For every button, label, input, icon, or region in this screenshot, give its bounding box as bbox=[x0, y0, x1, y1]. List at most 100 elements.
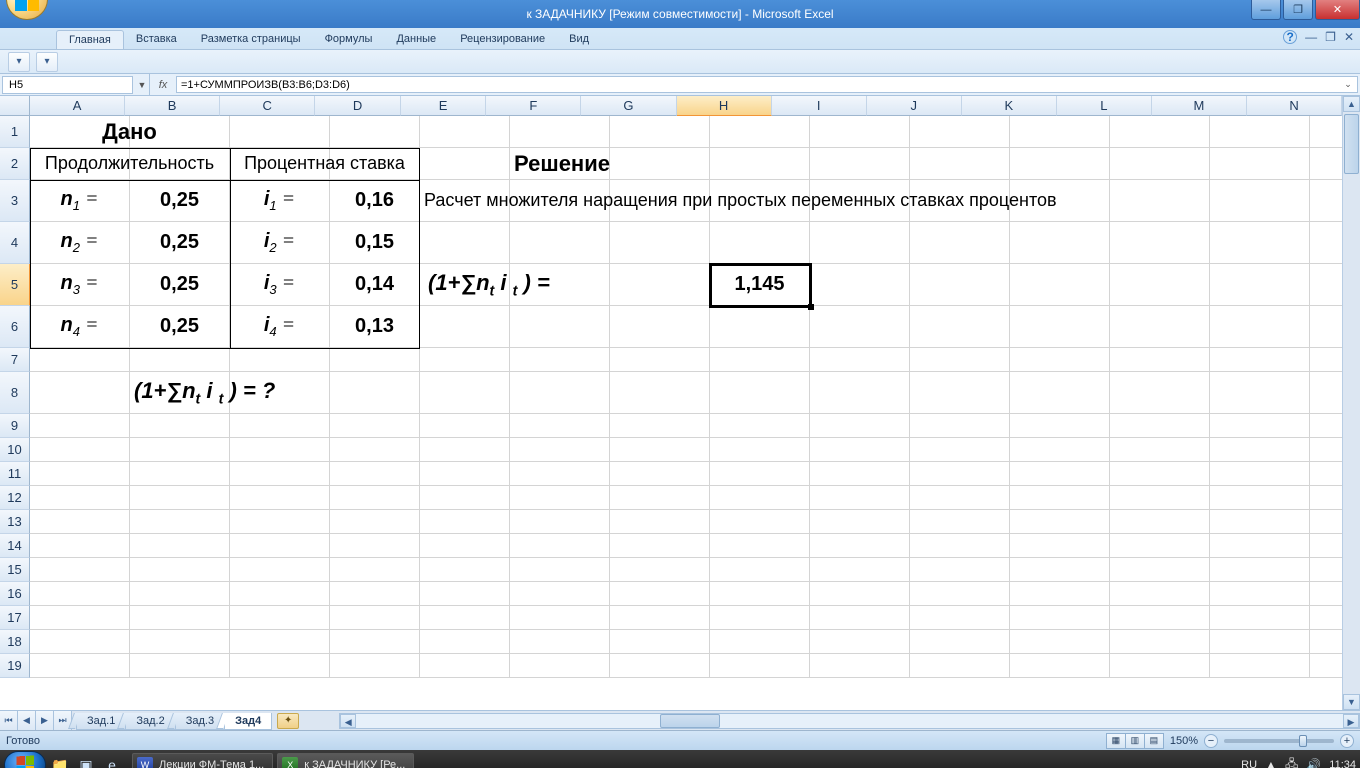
ribbon-tab-главная[interactable]: Главная bbox=[56, 30, 124, 49]
sheet-nav-prev[interactable]: ◀ bbox=[18, 711, 36, 730]
cell-n-label-2: n2 = bbox=[30, 222, 130, 264]
row-header-16[interactable]: 16 bbox=[0, 582, 30, 606]
view-normal-button[interactable]: ▦ bbox=[1106, 733, 1126, 749]
row-header-3[interactable]: 3 bbox=[0, 180, 30, 222]
row-header-19[interactable]: 19 bbox=[0, 654, 30, 678]
row-header-4[interactable]: 4 bbox=[0, 222, 30, 264]
tray-flag-icon[interactable]: ▲ bbox=[1265, 758, 1277, 768]
formula-expand-icon[interactable]: ⌄ bbox=[1341, 79, 1355, 93]
taskbar-ie-icon[interactable]: e bbox=[100, 753, 124, 768]
tray-volume-icon[interactable]: 🔊 bbox=[1306, 758, 1321, 768]
row-header-7[interactable]: 7 bbox=[0, 348, 30, 372]
zoom-level[interactable]: 150% bbox=[1170, 735, 1198, 747]
column-header-A[interactable]: A bbox=[30, 96, 125, 116]
column-header-G[interactable]: G bbox=[581, 96, 676, 116]
formula-bar-row: H5 ▼ fx =1+СУММПРОИЗВ(B3:B6;D3:D6) ⌄ bbox=[0, 74, 1360, 96]
column-header-N[interactable]: N bbox=[1247, 96, 1342, 116]
view-layout-button[interactable]: ▥ bbox=[1125, 733, 1145, 749]
doc-minimize-button[interactable]: — bbox=[1305, 30, 1317, 44]
office-button[interactable] bbox=[6, 0, 48, 20]
ribbon-tab-вид[interactable]: Вид bbox=[557, 30, 601, 49]
column-header-B[interactable]: B bbox=[125, 96, 220, 116]
gridcell bbox=[230, 630, 330, 654]
row-header-14[interactable]: 14 bbox=[0, 534, 30, 558]
taskbar-explorer-icon[interactable]: 📁 bbox=[48, 753, 72, 768]
name-box-dropdown-icon[interactable]: ▼ bbox=[135, 80, 149, 90]
hscroll-thumb[interactable] bbox=[660, 714, 720, 728]
column-header-M[interactable]: M bbox=[1152, 96, 1247, 116]
start-button[interactable] bbox=[4, 751, 46, 768]
taskbar-task[interactable]: Xк ЗАДАЧНИКУ [Ре... bbox=[277, 753, 414, 768]
minimize-button[interactable]: — bbox=[1251, 0, 1281, 20]
column-header-F[interactable]: F bbox=[486, 96, 581, 116]
tray-network-icon[interactable]: 🖧 bbox=[1285, 755, 1298, 768]
row-header-10[interactable]: 10 bbox=[0, 438, 30, 462]
sheet-nav-first[interactable]: ⏮ bbox=[0, 711, 18, 730]
column-header-D[interactable]: D bbox=[315, 96, 401, 116]
maximize-button[interactable]: ❐ bbox=[1283, 0, 1313, 20]
fx-button[interactable]: fx bbox=[154, 76, 172, 94]
formula-input[interactable]: =1+СУММПРОИЗВ(B3:B6;D3:D6) ⌄ bbox=[176, 76, 1358, 93]
ribbon-tab-разметка страницы[interactable]: Разметка страницы bbox=[189, 30, 313, 49]
ribbon-tab-вставка[interactable]: Вставка bbox=[124, 30, 189, 49]
ribbon-tab-данные[interactable]: Данные bbox=[384, 30, 448, 49]
scroll-up-button[interactable]: ▲ bbox=[1343, 96, 1360, 112]
row-header-11[interactable]: 11 bbox=[0, 462, 30, 486]
row-header-12[interactable]: 12 bbox=[0, 486, 30, 510]
column-header-I[interactable]: I bbox=[772, 96, 867, 116]
gridcell bbox=[1210, 372, 1310, 414]
column-header-C[interactable]: C bbox=[220, 96, 315, 116]
row-header-8[interactable]: 8 bbox=[0, 372, 30, 414]
close-button[interactable]: ✕ bbox=[1315, 0, 1360, 20]
column-header-L[interactable]: L bbox=[1057, 96, 1152, 116]
select-all-corner[interactable] bbox=[0, 96, 30, 116]
scroll-left-button[interactable]: ◀ bbox=[340, 714, 356, 728]
row-header-1[interactable]: 1 bbox=[0, 116, 30, 148]
gridcell bbox=[910, 654, 1010, 678]
column-header-E[interactable]: E bbox=[401, 96, 487, 116]
taskbar-totalcmd-icon[interactable]: ▣ bbox=[74, 753, 98, 768]
zoom-out-button[interactable]: − bbox=[1204, 734, 1218, 748]
row-header-5[interactable]: 5 bbox=[0, 264, 30, 306]
sheet-nav-next[interactable]: ▶ bbox=[36, 711, 54, 730]
row-header-13[interactable]: 13 bbox=[0, 510, 30, 534]
view-pagebreak-button[interactable]: ▤ bbox=[1144, 733, 1164, 749]
row-header-18[interactable]: 18 bbox=[0, 630, 30, 654]
name-box-input[interactable]: H5 bbox=[2, 76, 133, 94]
scroll-down-button[interactable]: ▼ bbox=[1343, 694, 1360, 710]
gridcell bbox=[130, 414, 230, 438]
tray-lang[interactable]: RU bbox=[1241, 759, 1257, 768]
gridcell bbox=[330, 630, 420, 654]
help-icon[interactable]: ? bbox=[1283, 30, 1297, 44]
vscroll-thumb[interactable] bbox=[1344, 114, 1359, 174]
doc-close-button[interactable]: ✕ bbox=[1344, 30, 1354, 44]
vertical-scrollbar[interactable]: ▲ ▼ bbox=[1342, 96, 1360, 710]
doc-restore-button[interactable]: ❐ bbox=[1325, 30, 1336, 44]
new-sheet-button[interactable]: ✦ bbox=[277, 713, 299, 729]
ribbon-tab-рецензирование[interactable]: Рецензирование bbox=[448, 30, 557, 49]
zoom-in-button[interactable]: + bbox=[1340, 734, 1354, 748]
ribbon-button-2[interactable]: ▾ bbox=[36, 52, 58, 72]
horizontal-scrollbar[interactable]: ◀ ▶ bbox=[339, 713, 1360, 729]
zoom-slider[interactable] bbox=[1224, 739, 1334, 743]
gridcell bbox=[1110, 654, 1210, 678]
row-header-17[interactable]: 17 bbox=[0, 606, 30, 630]
taskbar-task[interactable]: WЛекции ФМ-Тема 1... bbox=[132, 753, 273, 768]
gridcell bbox=[230, 462, 330, 486]
row-header-6[interactable]: 6 bbox=[0, 306, 30, 348]
row-header-9[interactable]: 9 bbox=[0, 414, 30, 438]
ribbon-button-1[interactable]: ▾ bbox=[8, 52, 30, 72]
row-header-2[interactable]: 2 bbox=[0, 148, 30, 180]
column-header-H[interactable]: H bbox=[677, 96, 772, 116]
zoom-thumb[interactable] bbox=[1299, 735, 1307, 747]
column-headers: ABCDEFGHIJKLMN bbox=[30, 96, 1342, 116]
row-header-15[interactable]: 15 bbox=[0, 558, 30, 582]
gridcell bbox=[910, 148, 1010, 180]
scroll-right-button[interactable]: ▶ bbox=[1343, 714, 1359, 728]
column-header-K[interactable]: K bbox=[962, 96, 1057, 116]
ribbon-tab-формулы[interactable]: Формулы bbox=[313, 30, 385, 49]
sheet-tab-Зад4[interactable]: Зад4 bbox=[224, 713, 272, 730]
column-header-J[interactable]: J bbox=[867, 96, 962, 116]
gridcell bbox=[420, 222, 510, 264]
cells-area[interactable]: ДаноПродолжительностьПроцентная ставкаn1… bbox=[30, 116, 1342, 710]
